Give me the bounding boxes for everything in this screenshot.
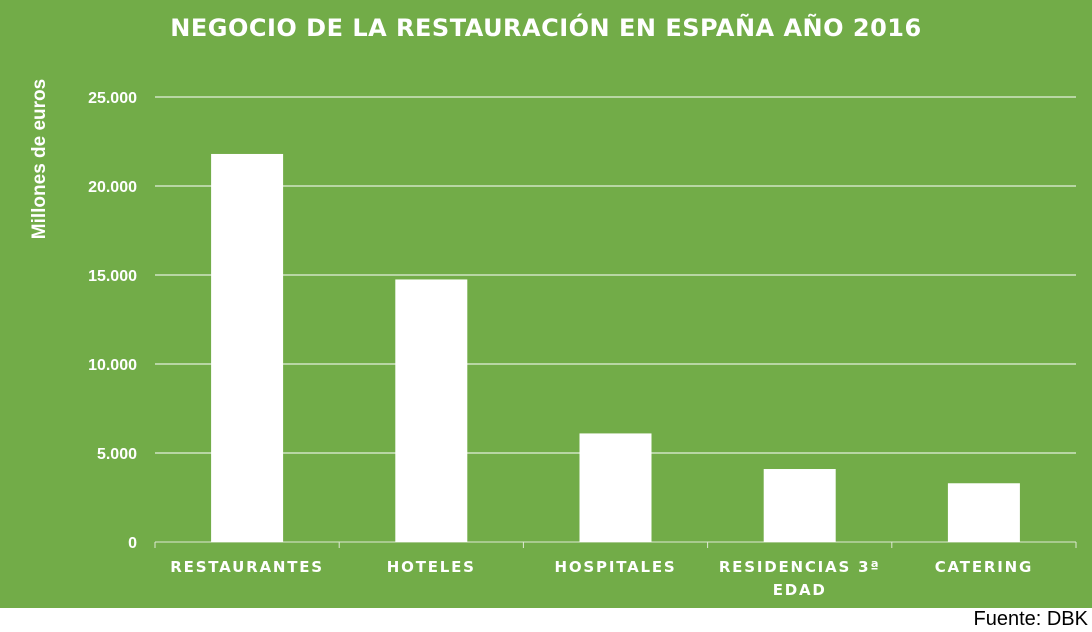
- x-category-label-line: CATERING: [935, 558, 1033, 576]
- x-category-label: CATERING: [935, 558, 1033, 576]
- x-category-label-line: HOSPITALES: [555, 558, 677, 576]
- bar: [763, 469, 836, 542]
- x-category-label-line: RESTAURANTES: [170, 558, 324, 576]
- y-tick-label: 15.000: [88, 268, 137, 285]
- x-category-label: RESIDENCIAS 3ª EDAD: [719, 558, 881, 599]
- chart-title: NEGOCIO DE LA RESTAURACIÓN EN ESPAÑA AÑO…: [170, 14, 922, 42]
- x-category-label: HOTELES: [387, 558, 476, 576]
- bar: [395, 279, 468, 542]
- x-category-label-line: HOTELES: [387, 558, 476, 576]
- x-category-label-line: RESIDENCIAS 3ª: [719, 558, 881, 576]
- y-tick-label: 0: [128, 535, 137, 552]
- y-tick-label: 5.000: [97, 446, 137, 463]
- chart-panel: [0, 0, 1092, 608]
- x-category-label: HOSPITALES: [555, 558, 677, 576]
- bar: [211, 153, 284, 542]
- bar-chart: 0 5.000 10.000 15.000 20.000 25.000 RESTAURANT…: [88, 90, 1077, 599]
- x-category-label: RESTAURANTES: [170, 558, 324, 576]
- y-tick-label: 25.000: [88, 90, 137, 107]
- bar: [947, 483, 1020, 542]
- y-tick-label: 20.000: [88, 179, 137, 196]
- y-tick-label: 10.000: [88, 357, 137, 374]
- bar: [579, 433, 652, 542]
- x-category-label-line: EDAD: [773, 581, 827, 599]
- source-note: Fuente: DBK: [973, 608, 1088, 630]
